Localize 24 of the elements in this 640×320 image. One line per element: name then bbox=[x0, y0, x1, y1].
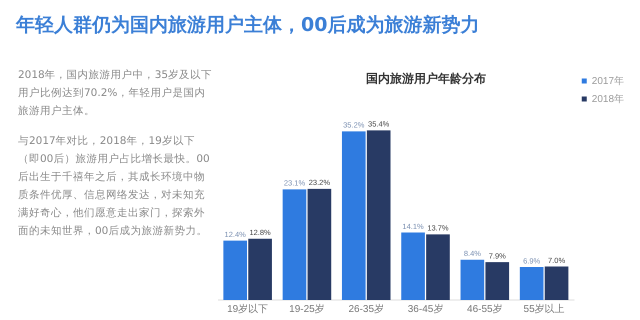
bar bbox=[544, 266, 568, 300]
x-tick-label: 19岁以下 bbox=[227, 302, 268, 315]
bar bbox=[520, 266, 544, 300]
bar bbox=[308, 188, 332, 300]
bar bbox=[342, 131, 366, 300]
bar bbox=[460, 260, 484, 300]
bar bbox=[223, 240, 248, 300]
legend-label: 2017年 bbox=[592, 74, 624, 87]
x-tick-label: 26-35岁 bbox=[348, 302, 384, 315]
bar bbox=[366, 130, 391, 300]
text: 与2017年对比，2018年，19岁以下（即00后）旅游用户占比增长最快。00后出生于千禧年之后，其成长环境中物质条件优厚、信息网络发达，对未知充满好奇心，他们愿意走出家门，探索外面的未知世界，00后成为旅游新势力。 bbox=[18, 134, 211, 239]
bar bbox=[485, 262, 510, 300]
x-tick-label: 46-55岁 bbox=[467, 302, 503, 315]
bar bbox=[401, 232, 425, 300]
x-tick-label: 55岁以上 bbox=[524, 302, 565, 315]
text: 2018年，国内旅游用户中，35岁及以下用户比例达到70.2%，年轻用户是国内旅游用户主体。 bbox=[18, 68, 214, 119]
x-tick-label: 19-25岁 bbox=[289, 302, 325, 315]
x-tick-label: 36-45岁 bbox=[408, 302, 444, 315]
bar bbox=[282, 189, 306, 300]
chart-title: 年轻人群仍为国内旅游用户主体，00后成为旅游新势力 bbox=[16, 13, 480, 38]
bar bbox=[248, 238, 272, 300]
legend-label: 2018年 bbox=[592, 92, 624, 105]
bar bbox=[426, 234, 450, 300]
chart-subtitle: 国内旅游用户年龄分布 bbox=[366, 72, 486, 86]
